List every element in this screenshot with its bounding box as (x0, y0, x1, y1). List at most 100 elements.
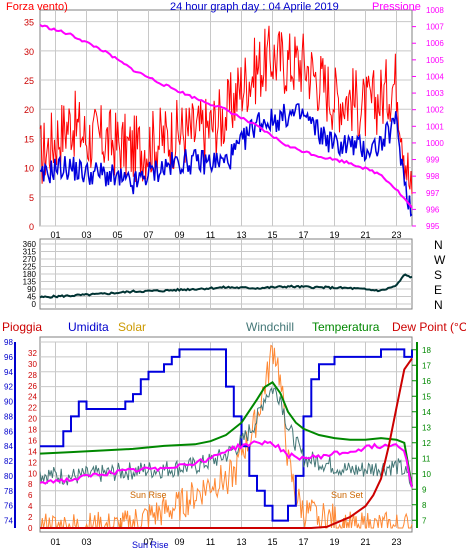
direction-y-tick: 90 (27, 285, 36, 294)
series-temperature (39, 380, 413, 487)
temperature-y-tick: 11 (422, 454, 431, 463)
sun-set-label: Sun Set (331, 490, 364, 500)
wind-y-tick: 15 (24, 134, 34, 144)
temp-x-tick: 23 (391, 537, 401, 547)
wind-y-tick: 30 (24, 47, 34, 57)
rain-y-tick: 24 (28, 393, 37, 402)
label-temperatura: Temperatura (312, 320, 380, 334)
humidity-y-tick: 92 (4, 383, 13, 392)
humidity-y-ticks: 74 76 78 80 82 84 86 88 90 92 94 96 98 (4, 338, 16, 528)
series-rain (40, 357, 413, 529)
pressure-y-tick: 996 (426, 205, 440, 214)
sun-rise-axis-label: Sun Rise (132, 540, 169, 550)
humidity-y-tick: 82 (4, 457, 13, 466)
direction-y-tick: 0 (32, 300, 37, 309)
pressure-y-ticks: 995 996 997 998 999 1000 1001 1002 1003 1004 1005 1… (412, 6, 444, 231)
temp-x-tick: 21 (360, 537, 370, 547)
temp-x-tick: 07 (143, 537, 153, 547)
humidity-y-tick: 76 (4, 502, 13, 511)
temperature-y-ticks: 7 8 9 10 11 12 13 14 15 16 17 18 (412, 342, 431, 528)
chart-title: 24 hour graph day : 04 Aprile 2019 (170, 1, 339, 13)
compass-label: E (434, 283, 442, 297)
wind-y-tick: 10 (24, 164, 34, 174)
temperature-y-tick: 14 (422, 408, 431, 417)
wind-x-tick: 23 (391, 230, 401, 240)
pressure-axis-label: Pressione (372, 1, 421, 13)
series-pressure (39, 24, 413, 209)
wind-x-tick: 05 (112, 230, 122, 240)
temperature-y-tick: 8 (422, 501, 427, 510)
humidity-y-tick: 98 (4, 338, 13, 347)
humidity-y-tick: 74 (4, 517, 13, 526)
humidity-y-tick: 96 (4, 353, 13, 362)
wind-pressure-series (39, 24, 413, 217)
temp-x-tick: 11 (206, 537, 215, 547)
pressure-y-tick: 995 (426, 222, 440, 231)
pressure-y-tick: 1007 (426, 23, 444, 32)
temperature-y-tick: 9 (422, 485, 427, 494)
temperature-y-tick: 18 (422, 346, 431, 355)
temp-x-tick: 13 (236, 537, 246, 547)
temperature-y-tick: 17 (422, 361, 431, 370)
wind-direction-grid (40, 240, 412, 308)
label-dew-point: Dew Point (°C) (392, 320, 466, 334)
wind-y-tick: 20 (24, 105, 34, 115)
compass-label: S (434, 268, 442, 282)
compass-label: N (434, 238, 443, 252)
temp-x-tick: 09 (174, 537, 184, 547)
wind-x-tick: 01 (50, 230, 60, 240)
pressure-y-tick: 999 (426, 156, 440, 165)
pressure-y-tick: 1006 (426, 39, 444, 48)
sun-rise-label: Sun Rise (130, 490, 167, 500)
temperature-y-tick: 15 (422, 392, 431, 401)
temp-x-tick: 03 (81, 537, 91, 547)
wind-x-tick: 03 (81, 230, 91, 240)
temp-x-tick: 01 (50, 537, 60, 547)
direction-y-tick: 180 (23, 270, 37, 279)
label-windchill: Windchill (246, 320, 294, 334)
wind-x-ticks: 01 03 05 07 09 11 13 15 17 19 21 23 (50, 230, 401, 240)
series-wind-gust (39, 25, 413, 195)
series-humidity (40, 348, 413, 522)
pressure-y-tick: 1008 (426, 6, 444, 15)
temp-x-ticks: 01 03 07 09 11 13 15 17 19 21 23 (50, 537, 401, 547)
rain-y-tick: 4 (28, 502, 33, 511)
rain-y-tick: 32 (28, 349, 37, 358)
label-umidita: Umidita (68, 320, 109, 334)
temperature-y-tick: 7 (422, 516, 427, 525)
pressure-y-tick: 1005 (426, 56, 444, 65)
series-wind-average (39, 103, 413, 217)
rain-y-tick: 22 (28, 404, 37, 413)
rain-y-tick: 6 (28, 491, 33, 500)
rain-y-tick: 12 (28, 458, 37, 467)
label-pioggia: Pioggia (2, 320, 42, 334)
direction-y-tick: 135 (23, 278, 37, 287)
wind-y-tick: 25 (24, 76, 34, 86)
wind-x-tick: 11 (206, 230, 215, 240)
temp-humidity-series (39, 344, 413, 530)
pressure-y-tick: 1001 (426, 122, 444, 131)
rain-y-tick: 18 (28, 426, 37, 435)
pressure-y-tick: 1000 (426, 139, 444, 148)
rain-y-tick: 8 (28, 480, 33, 489)
rain-y-tick: 28 (28, 371, 37, 380)
temperature-y-tick: 13 (422, 423, 431, 432)
wind-y-tick: 5 (29, 193, 34, 203)
temperature-y-tick: 16 (422, 377, 431, 386)
humidity-y-tick: 78 (4, 487, 13, 496)
humidity-y-tick: 80 (4, 472, 13, 481)
rain-y-tick: 26 (28, 382, 37, 391)
wind-x-tick: 21 (360, 230, 370, 240)
temperature-y-tick: 10 (422, 470, 431, 479)
direction-y-tick: 360 (23, 240, 37, 249)
temp-x-tick: 17 (298, 537, 308, 547)
wind-x-tick: 19 (329, 230, 339, 240)
temp-humidity-labels: Pioggia Umidita Solar Windchill Temperat… (2, 320, 466, 334)
rain-y-tick: 10 (28, 469, 37, 478)
